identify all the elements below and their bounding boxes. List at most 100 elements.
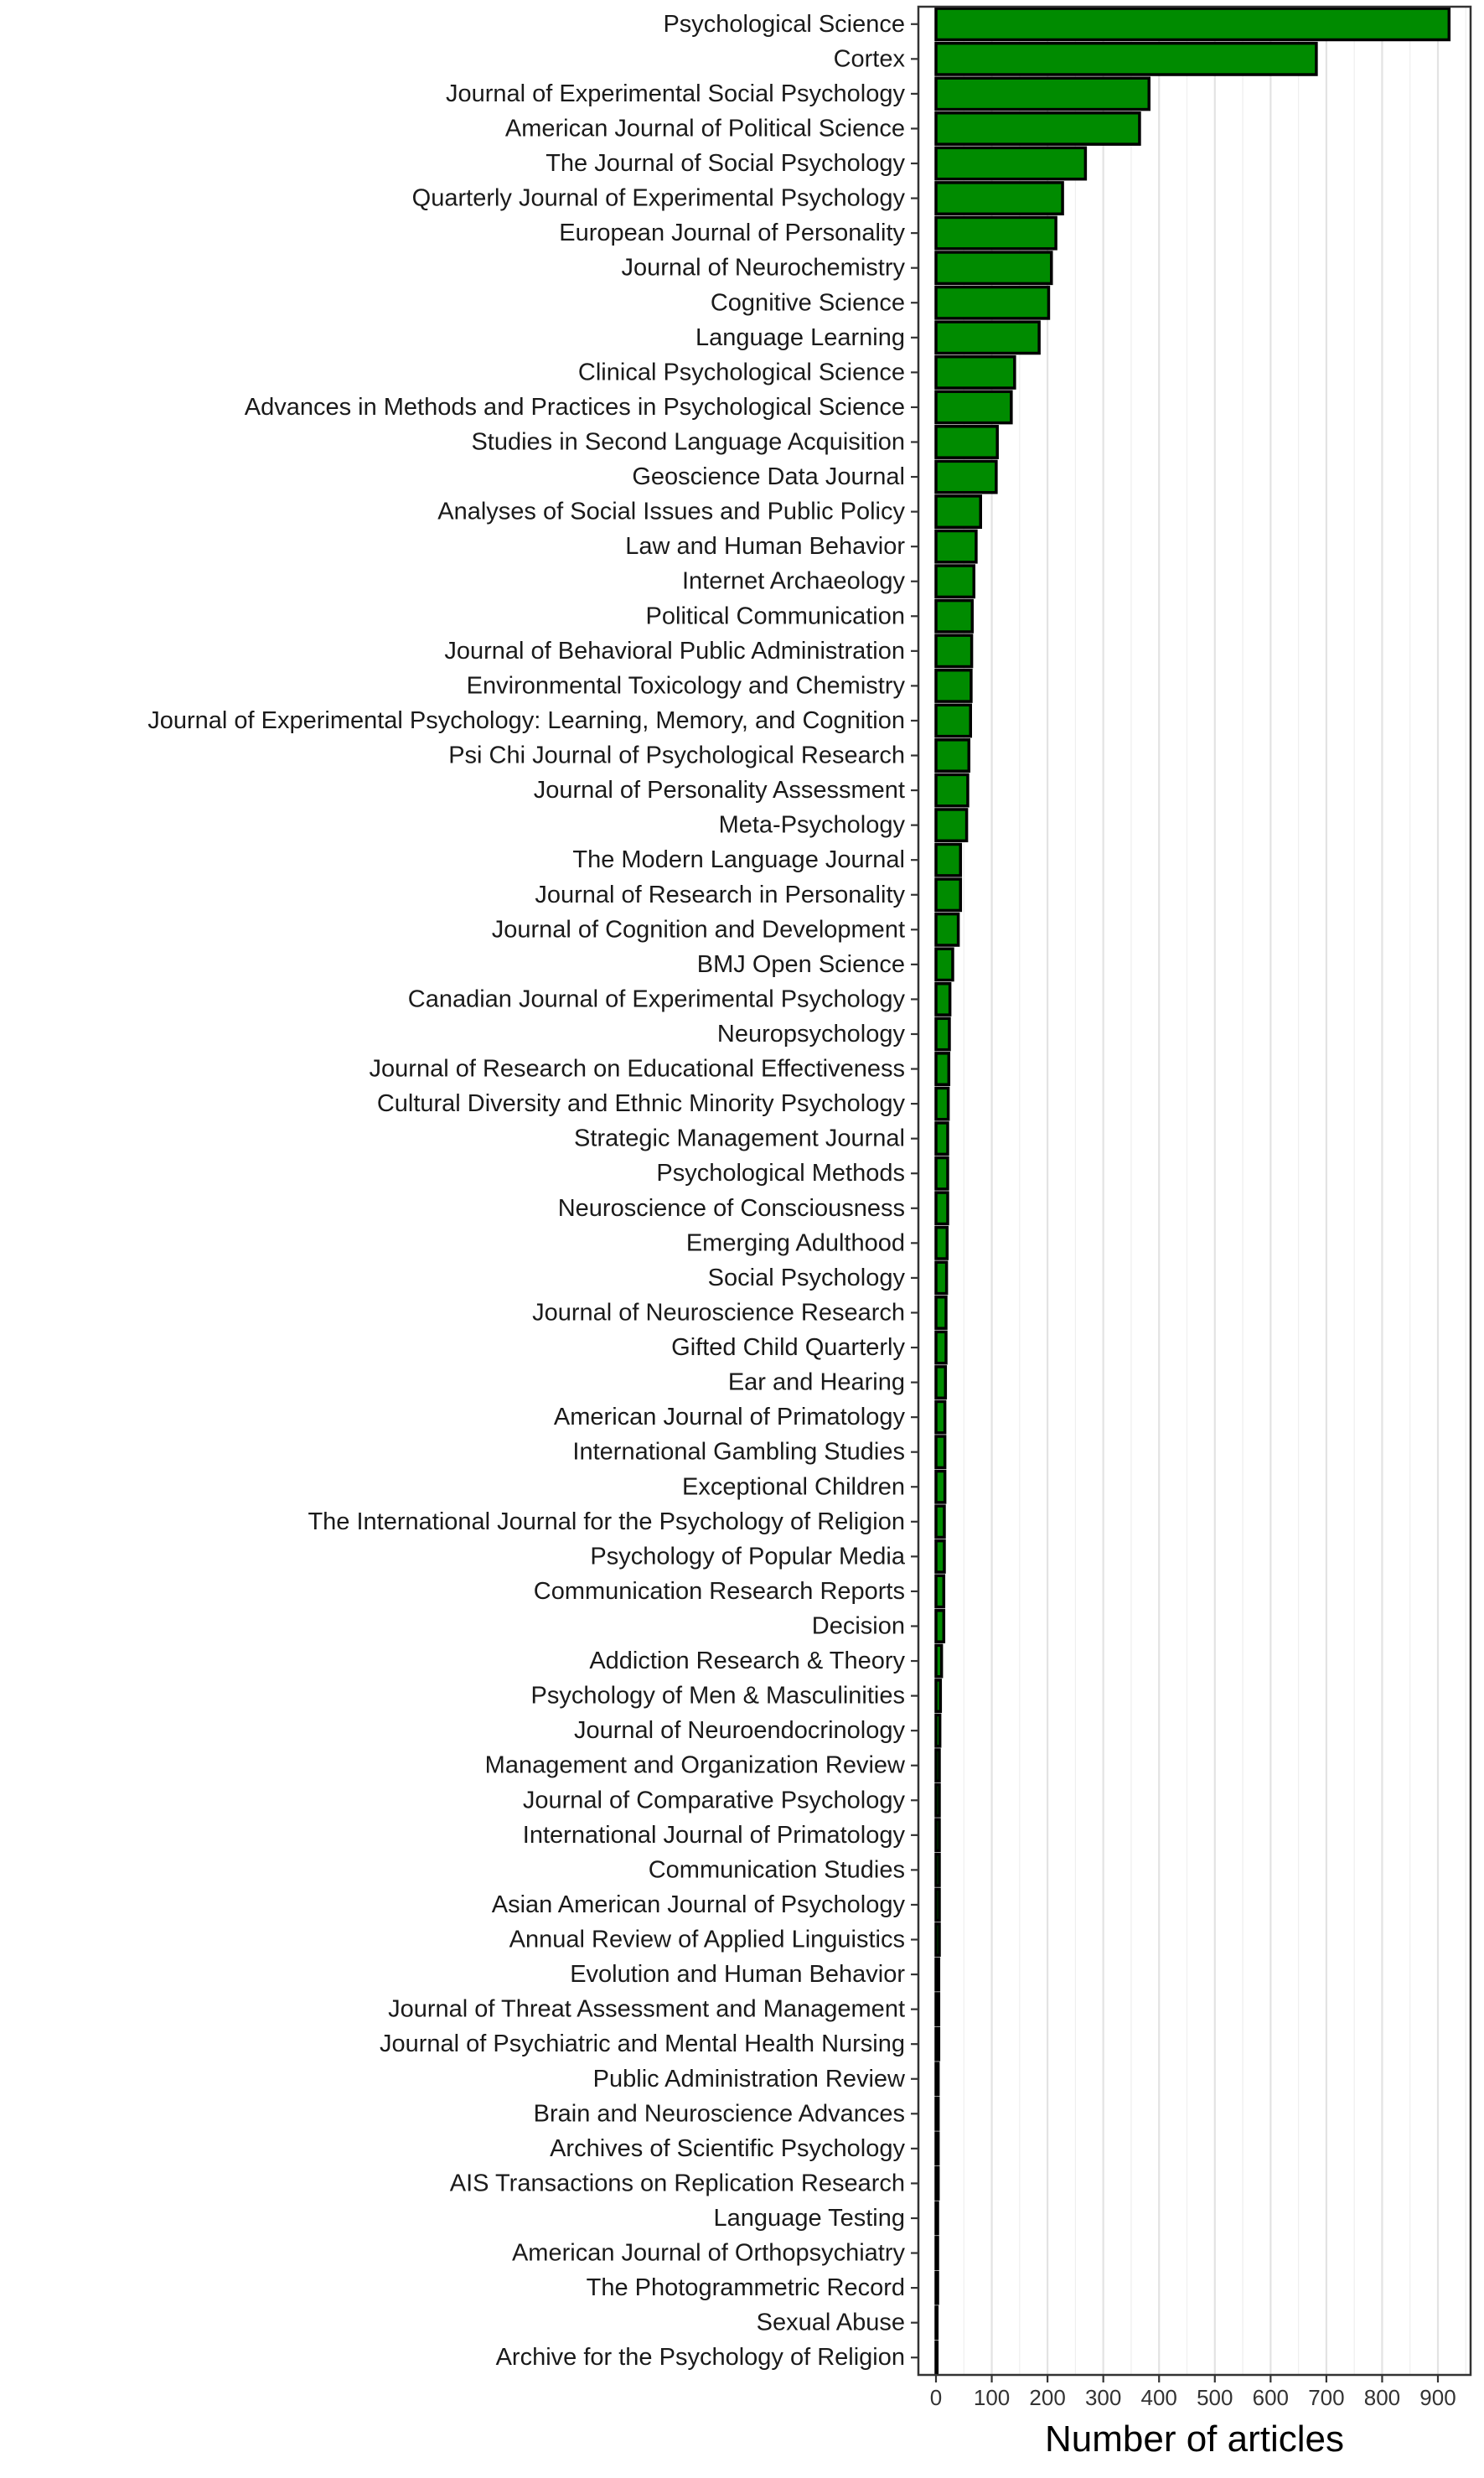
category-label: Brain and Neuroscience Advances (534, 2100, 905, 2127)
category-label: American Journal of Primatology (554, 1404, 906, 1430)
bar (934, 2236, 939, 2270)
bar (934, 738, 971, 773)
category-label: Psychology of Popular Media (590, 1543, 905, 1570)
bar (934, 1469, 947, 1504)
bar (934, 981, 952, 1017)
category-label: Public Administration Review (593, 2066, 906, 2093)
bar (934, 703, 973, 738)
category-label: Addiction Research & Theory (589, 1648, 905, 1674)
category-label: Ear and Hearing (728, 1369, 905, 1396)
x-tick-label: 100 (974, 2385, 1010, 2410)
bar (934, 1296, 948, 1330)
category-label: Annual Review of Applied Linguistics (509, 1927, 905, 1953)
bar (934, 146, 1088, 181)
bar (934, 41, 1318, 76)
category-label: Gifted Child Quarterly (671, 1334, 905, 1361)
bar (934, 668, 973, 703)
category-label: Meta-Psychology (719, 812, 906, 839)
bar (934, 181, 1064, 216)
category-label: Journal of Comparative Psychology (523, 1787, 906, 1813)
category-label: Evolution and Human Behavior (570, 1961, 905, 1988)
category-label: Archive for the Psychology of Religion (496, 2344, 905, 2371)
bar (934, 1539, 946, 1574)
bar (934, 354, 1016, 390)
bar (934, 1818, 941, 1853)
category-label: Journal of Experimental Psychology: Lear… (147, 707, 905, 734)
category-label: BMJ Open Science (697, 951, 905, 978)
bar (934, 1713, 942, 1748)
bar (934, 1957, 941, 1992)
bar (934, 1852, 941, 1887)
bar (934, 808, 969, 843)
x-tick-label: 300 (1085, 2385, 1121, 2410)
category-label: Journal of Psychiatric and Mental Health… (380, 2031, 905, 2057)
bar (934, 2165, 940, 2201)
bar (934, 1365, 948, 1400)
bar (934, 2062, 940, 2097)
bar (934, 1574, 946, 1609)
bar (934, 1992, 941, 2027)
category-label: Exceptional Children (682, 1473, 905, 1500)
bar (934, 425, 999, 459)
bar (934, 1017, 951, 1052)
bar (934, 2270, 939, 2305)
category-label: Management and Organization Review (485, 1752, 906, 1779)
category-label: Law and Human Behavior (625, 533, 905, 560)
x-axis-title: Number of articles (1045, 2419, 1344, 2460)
bar (934, 947, 954, 982)
category-label: Studies in Second Language Acquisition (471, 428, 905, 455)
category-label: Language Testing (714, 2205, 905, 2232)
bar (934, 494, 982, 530)
x-tick-label: 700 (1308, 2385, 1344, 2410)
bar (934, 251, 1053, 286)
bar (934, 564, 976, 599)
bar (934, 76, 1150, 111)
category-label: Neuroscience of Consciousness (558, 1195, 905, 1222)
bar (934, 1643, 944, 1679)
bar (934, 529, 978, 564)
category-label: Journal of Threat Assessment and Managem… (388, 1996, 905, 2023)
bar (934, 598, 975, 634)
category-label: Clinical Psychological Science (578, 359, 905, 385)
category-label: Cortex (834, 45, 906, 72)
category-label: American Journal of Orthopsychiatry (512, 2240, 906, 2267)
category-label: Canadian Journal of Experimental Psychol… (408, 986, 906, 1012)
category-label: American Journal of Political Science (505, 115, 905, 142)
category-label: The Journal of Social Psychology (546, 150, 905, 177)
category-label: The International Journal for the Psycho… (308, 1508, 905, 1535)
x-tick-label: 900 (1419, 2385, 1456, 2410)
bar (934, 1052, 951, 1086)
x-tick-label: 0 (930, 2385, 942, 2410)
category-label: Sexual Abuse (757, 2310, 905, 2336)
category-label: Journal of Neuroscience Research (532, 1299, 905, 1326)
bar (934, 1887, 941, 1922)
category-label: Journal of Research in Personality (535, 882, 905, 908)
category-label: Journal of Personality Assessment (534, 777, 905, 804)
bar (934, 1609, 946, 1643)
bar (934, 877, 963, 913)
category-label: Archives of Scientific Psychology (550, 2135, 905, 2162)
bar (934, 2340, 939, 2375)
category-label: Analyses of Social Issues and Public Pol… (437, 499, 905, 525)
bar (934, 912, 960, 947)
category-label: European Journal of Personality (559, 220, 905, 246)
panel-border (917, 5, 1472, 2377)
bar (934, 1260, 949, 1296)
bar (934, 1922, 941, 1957)
bars (934, 7, 1451, 2375)
bar (934, 1330, 948, 1365)
category-label: International Gambling Studies (572, 1439, 905, 1466)
bar (934, 111, 1141, 146)
x-tick-label: 400 (1141, 2385, 1177, 2410)
bar (934, 1748, 941, 1783)
y-axis-ticks: Psychological Science Cortex Journal of Ex… (147, 11, 918, 2371)
category-label: Geoscience Data Journal (632, 463, 905, 490)
x-tick-label: 800 (1364, 2385, 1400, 2410)
category-label: Quarterly Journal of Experimental Psycho… (412, 185, 906, 212)
x-tick-label: 200 (1029, 2385, 1065, 2410)
category-label: Cultural Diversity and Ethnic Minority P… (377, 1090, 906, 1117)
category-label: Communication Research Reports (534, 1578, 905, 1605)
category-label: Communication Studies (649, 1856, 905, 1883)
bar (934, 2026, 941, 2062)
